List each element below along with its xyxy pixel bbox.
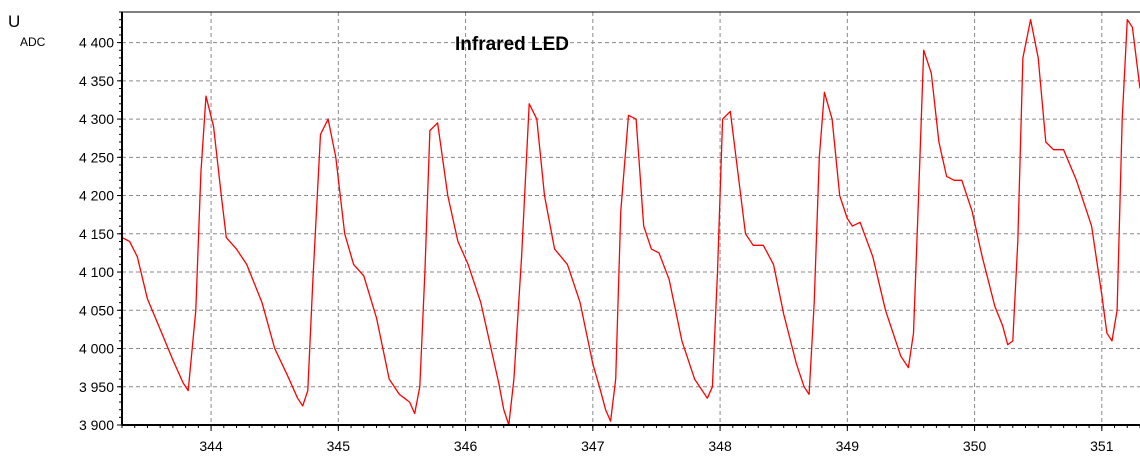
y-tick-label: 4 150 [79, 226, 114, 242]
axes [121, 11, 1140, 426]
ticks: 3 900 3 950 4 000 4 050 4 100 4 150 4 200 4 250… [79, 11, 1140, 454]
grid [122, 12, 1140, 425]
y-tick-label: 4 350 [79, 73, 114, 89]
series-group [121, 18, 1140, 426]
y-tick-label: 4 300 [79, 111, 114, 127]
y-axis-label-subscript: ADC [20, 35, 46, 49]
x-tick-label: 348 [708, 438, 732, 454]
x-tick-label: 350 [963, 438, 987, 454]
chart-title: Infrared LED [455, 34, 569, 55]
x-tick-label: 344 [199, 438, 223, 454]
y-axis-label: U [8, 12, 20, 31]
x-tick-label: 345 [327, 438, 351, 454]
y-tick-label: 4 050 [79, 302, 114, 318]
x-tick-label: 351 [1090, 438, 1114, 454]
x-tick-label: 347 [581, 438, 605, 454]
y-tick-label: 4 400 [79, 35, 114, 51]
y-tick-label: 4 200 [79, 188, 114, 204]
y-tick-label: 4 000 [79, 341, 114, 357]
x-tick-label: 349 [836, 438, 860, 454]
y-tick-label: 4 250 [79, 149, 114, 165]
y-tick-label: 4 100 [79, 264, 114, 280]
y-tick-label: 3 900 [79, 417, 114, 433]
series-line [121, 18, 1140, 426]
x-tick-label: 346 [454, 438, 478, 454]
y-tick-label: 3 950 [79, 379, 114, 395]
